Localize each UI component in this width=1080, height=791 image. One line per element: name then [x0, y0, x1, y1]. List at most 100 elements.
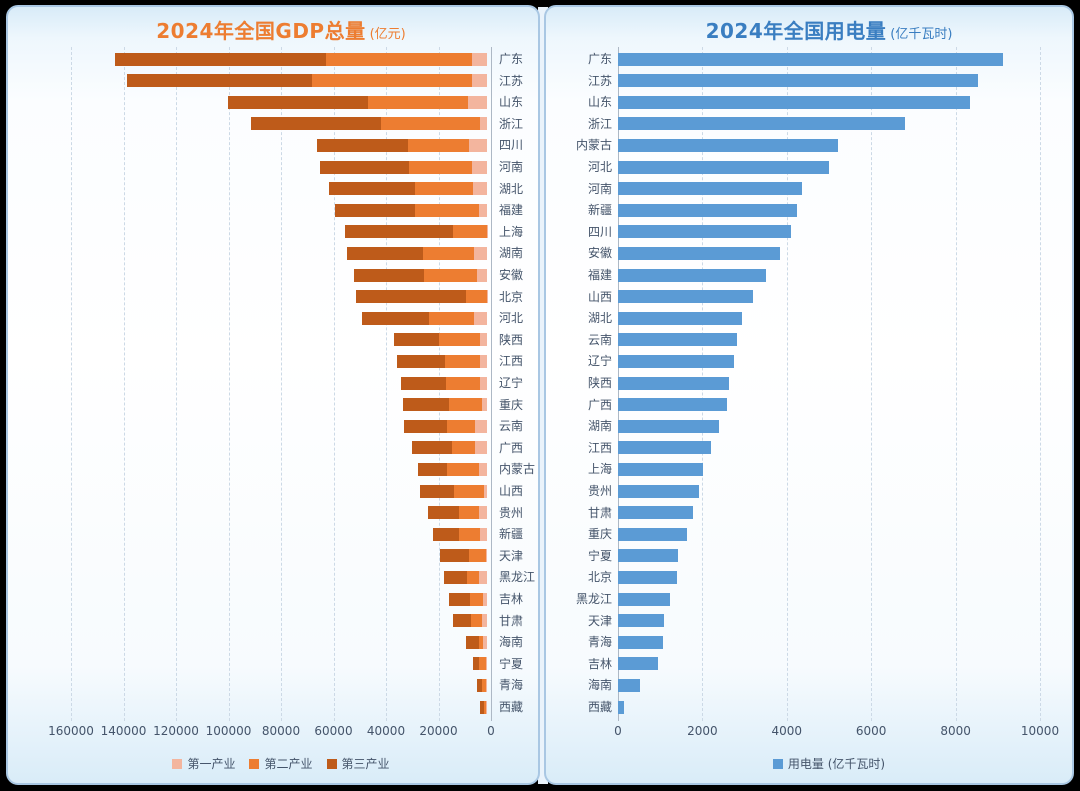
axis-tick-label: 100000: [205, 724, 252, 738]
bar-row: [356, 290, 487, 304]
bar-row: [397, 354, 487, 368]
bar-segment-tertiary: [443, 570, 467, 584]
gridline: [333, 47, 335, 721]
bar-segment-primary: [474, 311, 487, 325]
bar-segment-tertiary: [427, 506, 459, 520]
bar-segment-secondary: [407, 138, 470, 152]
category-label: 宁夏: [587, 548, 612, 563]
bar-row: [345, 225, 487, 239]
bar-segment-secondary: [414, 203, 479, 217]
axis-tick-label: 20000: [419, 724, 458, 738]
power-chart-card: 2024年全国用电量 (亿千瓦时) 0 2000 4000 6000 8000 10000 广…: [544, 5, 1074, 785]
category-label: 上海: [499, 224, 524, 239]
power-bar: [618, 311, 743, 325]
category-label: 广西: [587, 397, 612, 412]
category-label: 湖南: [499, 246, 524, 261]
bar-segment-primary: [480, 354, 487, 368]
bar-segment-secondary: [449, 398, 482, 412]
category-label: 新疆: [587, 203, 612, 218]
bar-row: [228, 95, 487, 109]
bar-segment-secondary: [381, 117, 480, 131]
bar-segment-primary: [479, 117, 487, 131]
bar-segment-secondary: [312, 74, 473, 88]
bar-segment-primary: [481, 398, 487, 412]
category-label: 西藏: [499, 700, 524, 714]
bar-segment-primary: [471, 52, 487, 66]
bar-segment-secondary: [481, 678, 486, 692]
category-label: 山西: [587, 289, 612, 304]
category-label: 安徽: [499, 268, 524, 282]
category-label: 宁夏: [499, 656, 524, 671]
legend-swatch: [772, 758, 783, 769]
bar-segment-tertiary: [466, 635, 479, 649]
power-bar: [618, 678, 640, 692]
bar-segment-primary: [474, 441, 487, 455]
bar-segment-secondary: [470, 614, 483, 628]
category-label: 河南: [499, 160, 524, 174]
bar-row: [317, 138, 487, 152]
bar-row: [402, 398, 487, 412]
bar-segment-primary: [472, 182, 487, 196]
power-bar: [618, 52, 1003, 66]
bar-segment-primary: [479, 333, 487, 347]
category-label: 广东: [499, 52, 524, 66]
bar-segment-tertiary: [417, 462, 448, 476]
power-bar: [618, 354, 735, 368]
bar-segment-primary: [474, 246, 487, 260]
bar-row: [401, 376, 487, 390]
legend-swatch: [172, 758, 183, 769]
power-bar: [618, 333, 738, 347]
legend-item: 用电量 (亿千瓦时): [772, 755, 885, 772]
bar-segment-tertiary: [317, 138, 408, 152]
legend-swatch: [326, 758, 337, 769]
category-label: 重庆: [499, 397, 524, 412]
category-label: 吉林: [499, 592, 524, 606]
bar-segment-tertiary: [115, 52, 327, 66]
legend-label: 第二产业: [264, 757, 313, 771]
legend-label: 第三产业: [341, 757, 390, 771]
category-label: 海南: [587, 678, 612, 693]
power-bar: [618, 290, 754, 304]
bar-segment-tertiary: [228, 95, 369, 109]
bar-segment-primary: [483, 484, 487, 498]
bar-segment-primary: [485, 678, 487, 692]
bar-segment-primary: [486, 549, 487, 563]
power-bar: [618, 225, 792, 239]
power-bar: [618, 182, 802, 196]
category-label: 云南: [587, 332, 612, 347]
bar-row: [466, 635, 487, 649]
category-label: 安徽: [587, 246, 612, 261]
bar-row: [427, 506, 487, 520]
category-label: 辽宁: [499, 376, 524, 390]
power-bar: [618, 527, 687, 541]
category-label: 山东: [587, 95, 612, 110]
bar-segment-secondary: [415, 182, 473, 196]
axis-tick-label: 10000: [1020, 724, 1060, 738]
gridline: [1040, 47, 1041, 721]
bar-segment-tertiary: [393, 333, 440, 347]
category-label: 内蒙古: [575, 138, 612, 153]
category-label: 吉林: [587, 656, 612, 671]
axis-tick-label: 6000: [855, 724, 887, 738]
axis-tick-label: 2000: [687, 724, 718, 738]
bar-segment-primary: [482, 614, 487, 628]
bar-row: [449, 592, 487, 606]
bar-segment-primary: [478, 570, 487, 584]
category-label: 青海: [499, 678, 524, 693]
legend-swatch: [249, 758, 260, 769]
gridline: [871, 47, 873, 721]
power-bar: [618, 268, 766, 282]
bar-row: [420, 484, 487, 498]
bar-segment-secondary: [428, 311, 475, 325]
power-bar: [618, 570, 677, 584]
category-label: 北京: [587, 570, 612, 585]
bar-segment-tertiary: [404, 419, 448, 433]
bar-segment-primary: [475, 419, 487, 433]
bar-segment-secondary: [479, 657, 486, 671]
axis-tick-label: 0: [614, 724, 622, 738]
bar-segment-secondary: [466, 290, 487, 304]
power-bar: [618, 549, 678, 563]
axis-tick-label: 140000: [100, 724, 147, 738]
category-label: 青海: [587, 635, 612, 650]
bar-row: [250, 117, 487, 131]
